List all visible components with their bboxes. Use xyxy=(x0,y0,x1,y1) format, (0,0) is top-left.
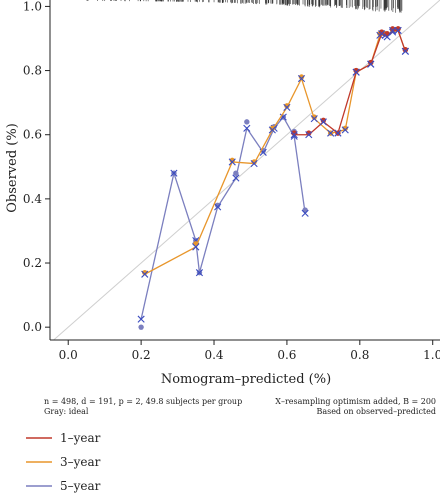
note-basis: Based on observed–predicted xyxy=(316,407,436,416)
x-axis-label: Nomogram–predicted (%) xyxy=(161,372,331,387)
corrected-marker xyxy=(389,26,397,35)
x-tick-label: 0.2 xyxy=(132,348,151,362)
observed-point xyxy=(402,47,409,53)
y-tick-label: 0.6 xyxy=(23,128,42,142)
series-line xyxy=(140,115,306,320)
note-resampling: X–resampling optimism added, B = 200 xyxy=(275,397,436,406)
corrected-marker xyxy=(243,124,251,132)
y-tick-label: 0.8 xyxy=(23,64,42,78)
series-line xyxy=(294,29,406,136)
corrected-marker xyxy=(305,131,313,139)
observed-point xyxy=(229,157,235,164)
observed-point xyxy=(142,269,148,276)
corrected-marker xyxy=(279,113,287,121)
observed-point xyxy=(233,170,239,176)
axes: 0.0 0.2 0.4 0.6 0.8 1.0 0.0 0.2 0.4 0.6 0.8 1.0 xyxy=(23,0,440,362)
observed-point xyxy=(342,125,348,132)
observed-point xyxy=(353,67,359,74)
corrected-marker xyxy=(394,26,402,35)
legend-item: 1–year xyxy=(26,431,101,445)
y-tick-label: 1.0 xyxy=(23,0,42,13)
y-tick-label: 0.0 xyxy=(23,320,42,334)
y-axis-label: Observed (%) xyxy=(5,123,20,213)
corrected-marker xyxy=(301,209,309,217)
corrected-marker xyxy=(334,129,342,137)
observed-point xyxy=(320,117,327,123)
corrected-marker xyxy=(192,243,200,251)
note-ideal: Gray: ideal xyxy=(44,407,89,416)
corrected-marker xyxy=(290,131,298,139)
observed-point xyxy=(251,159,257,165)
corrected-marker xyxy=(268,126,276,134)
x-tick-label: 0.6 xyxy=(277,348,296,362)
corrected-marker xyxy=(137,315,145,323)
observed-point xyxy=(395,26,401,32)
corrected-marker xyxy=(401,47,409,55)
legend-item: 5–year xyxy=(26,479,101,493)
corrected-marker xyxy=(297,74,306,83)
ideal-line-group xyxy=(53,0,440,341)
corrected-marker xyxy=(383,33,391,41)
observed-point xyxy=(378,29,385,35)
observed-point xyxy=(306,130,312,136)
observed-point xyxy=(138,324,144,330)
x-tick-label: 0.0 xyxy=(59,348,78,362)
legend-label: 1–year xyxy=(60,431,101,445)
legend-item: 3–year xyxy=(26,455,101,469)
y-tick-label: 0.2 xyxy=(23,256,42,270)
x-tick-label: 0.4 xyxy=(204,348,223,362)
y-tick-label: 0.4 xyxy=(23,192,42,206)
legend-label: 3–year xyxy=(60,455,101,469)
x-tick-label: 0.8 xyxy=(350,348,369,362)
corrected-marker xyxy=(367,60,375,68)
observed-point xyxy=(389,26,396,32)
observed-point xyxy=(214,202,221,208)
corrected-marker xyxy=(283,103,291,112)
corrected-marker xyxy=(170,169,178,177)
note-sample-size: n = 498, d = 191, p = 2, 49.8 subjects p… xyxy=(44,397,242,406)
corrected-marker xyxy=(378,30,386,38)
series-1 xyxy=(290,26,409,139)
corrected-marker xyxy=(232,174,240,182)
corrected-marker xyxy=(228,158,236,166)
corrected-marker xyxy=(214,203,222,211)
observed-point xyxy=(298,74,305,80)
corrected-marker xyxy=(141,270,149,278)
corrected-marker xyxy=(310,115,318,123)
x-tick-label: 1.0 xyxy=(423,348,440,362)
ideal-line xyxy=(53,0,440,341)
corrected-marker xyxy=(319,118,327,126)
rug-marks xyxy=(86,0,403,13)
corrected-marker xyxy=(352,68,360,76)
series-3 xyxy=(137,113,309,330)
corrected-marker xyxy=(250,159,258,168)
observed-point xyxy=(269,125,276,132)
observed-point xyxy=(284,103,290,109)
legend: 1–year 3–year 5–year xyxy=(26,431,101,493)
observed-point xyxy=(291,130,297,136)
observed-point xyxy=(311,114,317,120)
corrected-marker xyxy=(195,269,204,277)
observed-point xyxy=(368,59,374,66)
corrected-marker xyxy=(327,129,335,137)
observed-point xyxy=(244,119,250,125)
legend-label: 5–year xyxy=(60,479,101,493)
corrected-marker xyxy=(341,126,349,134)
series-layer xyxy=(137,26,409,330)
